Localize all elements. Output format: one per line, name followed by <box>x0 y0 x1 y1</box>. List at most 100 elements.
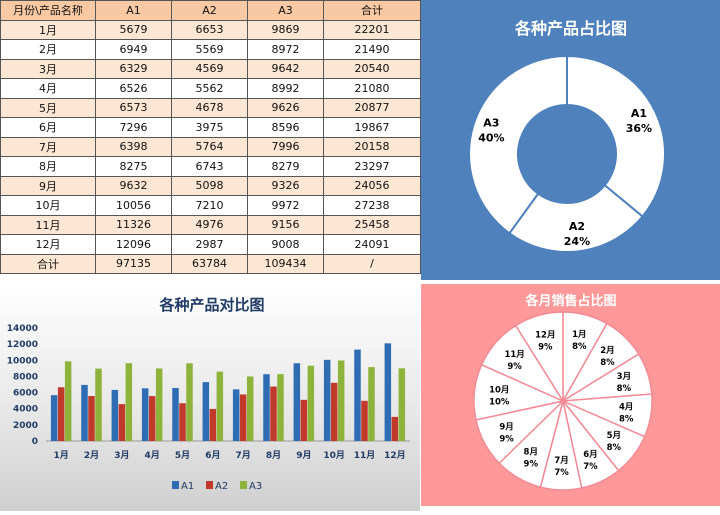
table-cell[interactable]: 5569 <box>171 39 248 60</box>
bar-a3-6[interactable] <box>216 371 224 441</box>
table-cell[interactable]: 25458 <box>323 214 421 235</box>
table-cell[interactable]: 7996 <box>247 136 324 157</box>
table-cell[interactable]: 7210 <box>171 195 248 216</box>
bar-a3-12[interactable] <box>398 368 406 441</box>
bar-a2-8[interactable] <box>270 386 277 441</box>
table-cell[interactable]: 2987 <box>171 234 248 255</box>
table-cell[interactable]: 9642 <box>247 58 324 79</box>
table-cell[interactable]: 4976 <box>171 214 248 235</box>
table-cell[interactable]: 8972 <box>247 39 324 60</box>
table-cell[interactable]: 2月 <box>0 39 96 60</box>
total-cell[interactable]: / <box>323 253 421 274</box>
table-cell[interactable]: 24056 <box>323 175 421 196</box>
bar-a1-12[interactable] <box>384 343 392 441</box>
table-cell[interactable]: 9156 <box>247 214 324 235</box>
table-cell[interactable]: 6398 <box>95 136 172 157</box>
bar-a3-7[interactable] <box>246 376 254 441</box>
bar-a3-8[interactable] <box>277 374 284 441</box>
product-share-donut-panel[interactable]: 各种产品占比图 A1 36% A2 24% A3 40% <box>421 0 720 280</box>
table-cell[interactable]: 7296 <box>95 117 172 138</box>
table-cell[interactable]: 6月 <box>0 117 96 138</box>
bar-a1-6[interactable] <box>202 382 210 441</box>
bar-a1-2[interactable] <box>81 384 88 441</box>
table-cell[interactable]: 12月 <box>0 234 96 255</box>
table-cell[interactable]: 6329 <box>95 58 172 79</box>
table-cell[interactable]: 8月 <box>0 156 96 177</box>
table-cell[interactable]: 5679 <box>95 19 172 40</box>
table-cell[interactable]: 4月 <box>0 78 96 99</box>
bar-a3-5[interactable] <box>186 363 193 441</box>
total-cell[interactable]: 97135 <box>95 253 172 274</box>
total-cell[interactable]: 109434 <box>247 253 324 274</box>
table-cell[interactable]: 5098 <box>171 175 248 196</box>
bar-a2-11[interactable] <box>361 400 368 441</box>
bar-a1-4[interactable] <box>141 388 149 441</box>
bar-a2-1[interactable] <box>57 387 65 441</box>
table-cell[interactable]: 9869 <box>247 19 324 40</box>
table-cell[interactable]: 22201 <box>323 19 421 40</box>
table-cell[interactable]: 9626 <box>247 97 324 118</box>
table-cell[interactable]: 21490 <box>323 39 421 60</box>
bar-a2-6[interactable] <box>209 408 217 441</box>
total-cell[interactable]: 63784 <box>171 253 248 274</box>
table-cell[interactable]: 5764 <box>171 136 248 157</box>
bar-a3-3[interactable] <box>125 363 133 441</box>
table-cell[interactable]: 21080 <box>323 78 421 99</box>
table-cell[interactable]: 6526 <box>95 78 172 99</box>
bar-a3-4[interactable] <box>155 368 163 441</box>
table-cell[interactable]: 23297 <box>323 156 421 177</box>
bar-a1-7[interactable] <box>232 389 240 441</box>
table-cell[interactable]: 9月 <box>0 175 96 196</box>
bar-a3-9[interactable] <box>307 365 315 441</box>
bar-a1-9[interactable] <box>293 363 301 441</box>
bar-a3-2[interactable] <box>95 368 102 441</box>
table-cell[interactable]: 10月 <box>0 195 96 216</box>
bar-a1-8[interactable] <box>263 374 270 441</box>
table-cell[interactable]: 8279 <box>247 156 324 177</box>
bar-a1-10[interactable] <box>323 359 331 441</box>
table-cell[interactable]: 3月 <box>0 58 96 79</box>
table-cell[interactable]: 12096 <box>95 234 172 255</box>
bar-a2-12[interactable] <box>391 416 399 441</box>
table-cell[interactable]: 20540 <box>323 58 421 79</box>
table-cell[interactable]: 10056 <box>95 195 172 216</box>
bar-a2-2[interactable] <box>88 396 95 441</box>
table-cell[interactable]: 20158 <box>323 136 421 157</box>
bar-a1-1[interactable] <box>50 395 58 441</box>
bar-a2-10[interactable] <box>330 382 338 441</box>
bar-a2-3[interactable] <box>118 404 126 441</box>
table-cell[interactable]: 1月 <box>0 19 96 40</box>
table-cell[interactable]: 8992 <box>247 78 324 99</box>
table-cell[interactable]: 9008 <box>247 234 324 255</box>
table-cell[interactable]: 4569 <box>171 58 248 79</box>
table-cell[interactable]: 3975 <box>171 117 248 138</box>
pie-slice-month-12[interactable] <box>514 311 564 404</box>
donut-slice-a1[interactable] <box>566 54 666 218</box>
table-cell[interactable]: 9326 <box>247 175 324 196</box>
bar-a1-5[interactable] <box>172 387 179 441</box>
bar-a3-11[interactable] <box>368 367 375 441</box>
table-cell[interactable]: 11326 <box>95 214 172 235</box>
bar-a1-11[interactable] <box>354 349 361 441</box>
bar-a2-4[interactable] <box>148 396 156 441</box>
bar-a2-7[interactable] <box>239 394 247 441</box>
table-cell[interactable]: 8596 <box>247 117 324 138</box>
bar-a2-5[interactable] <box>179 403 186 441</box>
donut-slice-a2[interactable] <box>507 183 644 253</box>
table-cell[interactable]: 6573 <box>95 97 172 118</box>
table-cell[interactable]: 5562 <box>171 78 248 99</box>
month-share-pie-panel[interactable]: 各月销售占比图 1月 8% 2月 8% 3月 8% 4月 8% 5月 8% 6月 7% 7月 7% 8月 9%… <box>421 284 720 506</box>
bar-a3-10[interactable] <box>337 360 345 441</box>
product-compare-bar-panel[interactable]: 各种产品对比图 0 2000 4000 6000 8000 10000 12000 14000… <box>0 284 420 511</box>
bar-a1-3[interactable] <box>111 389 119 441</box>
table-cell[interactable]: 5月 <box>0 97 96 118</box>
table-cell[interactable]: 9632 <box>95 175 172 196</box>
bar-a2-9[interactable] <box>300 399 308 441</box>
table-cell[interactable]: 8275 <box>95 156 172 177</box>
table-cell[interactable]: 6743 <box>171 156 248 177</box>
table-cell[interactable]: 27238 <box>323 195 421 216</box>
table-cell[interactable]: 6653 <box>171 19 248 40</box>
table-cell[interactable]: 24091 <box>323 234 421 255</box>
table-cell[interactable]: 7月 <box>0 136 96 157</box>
table-cell[interactable]: 19867 <box>323 117 421 138</box>
